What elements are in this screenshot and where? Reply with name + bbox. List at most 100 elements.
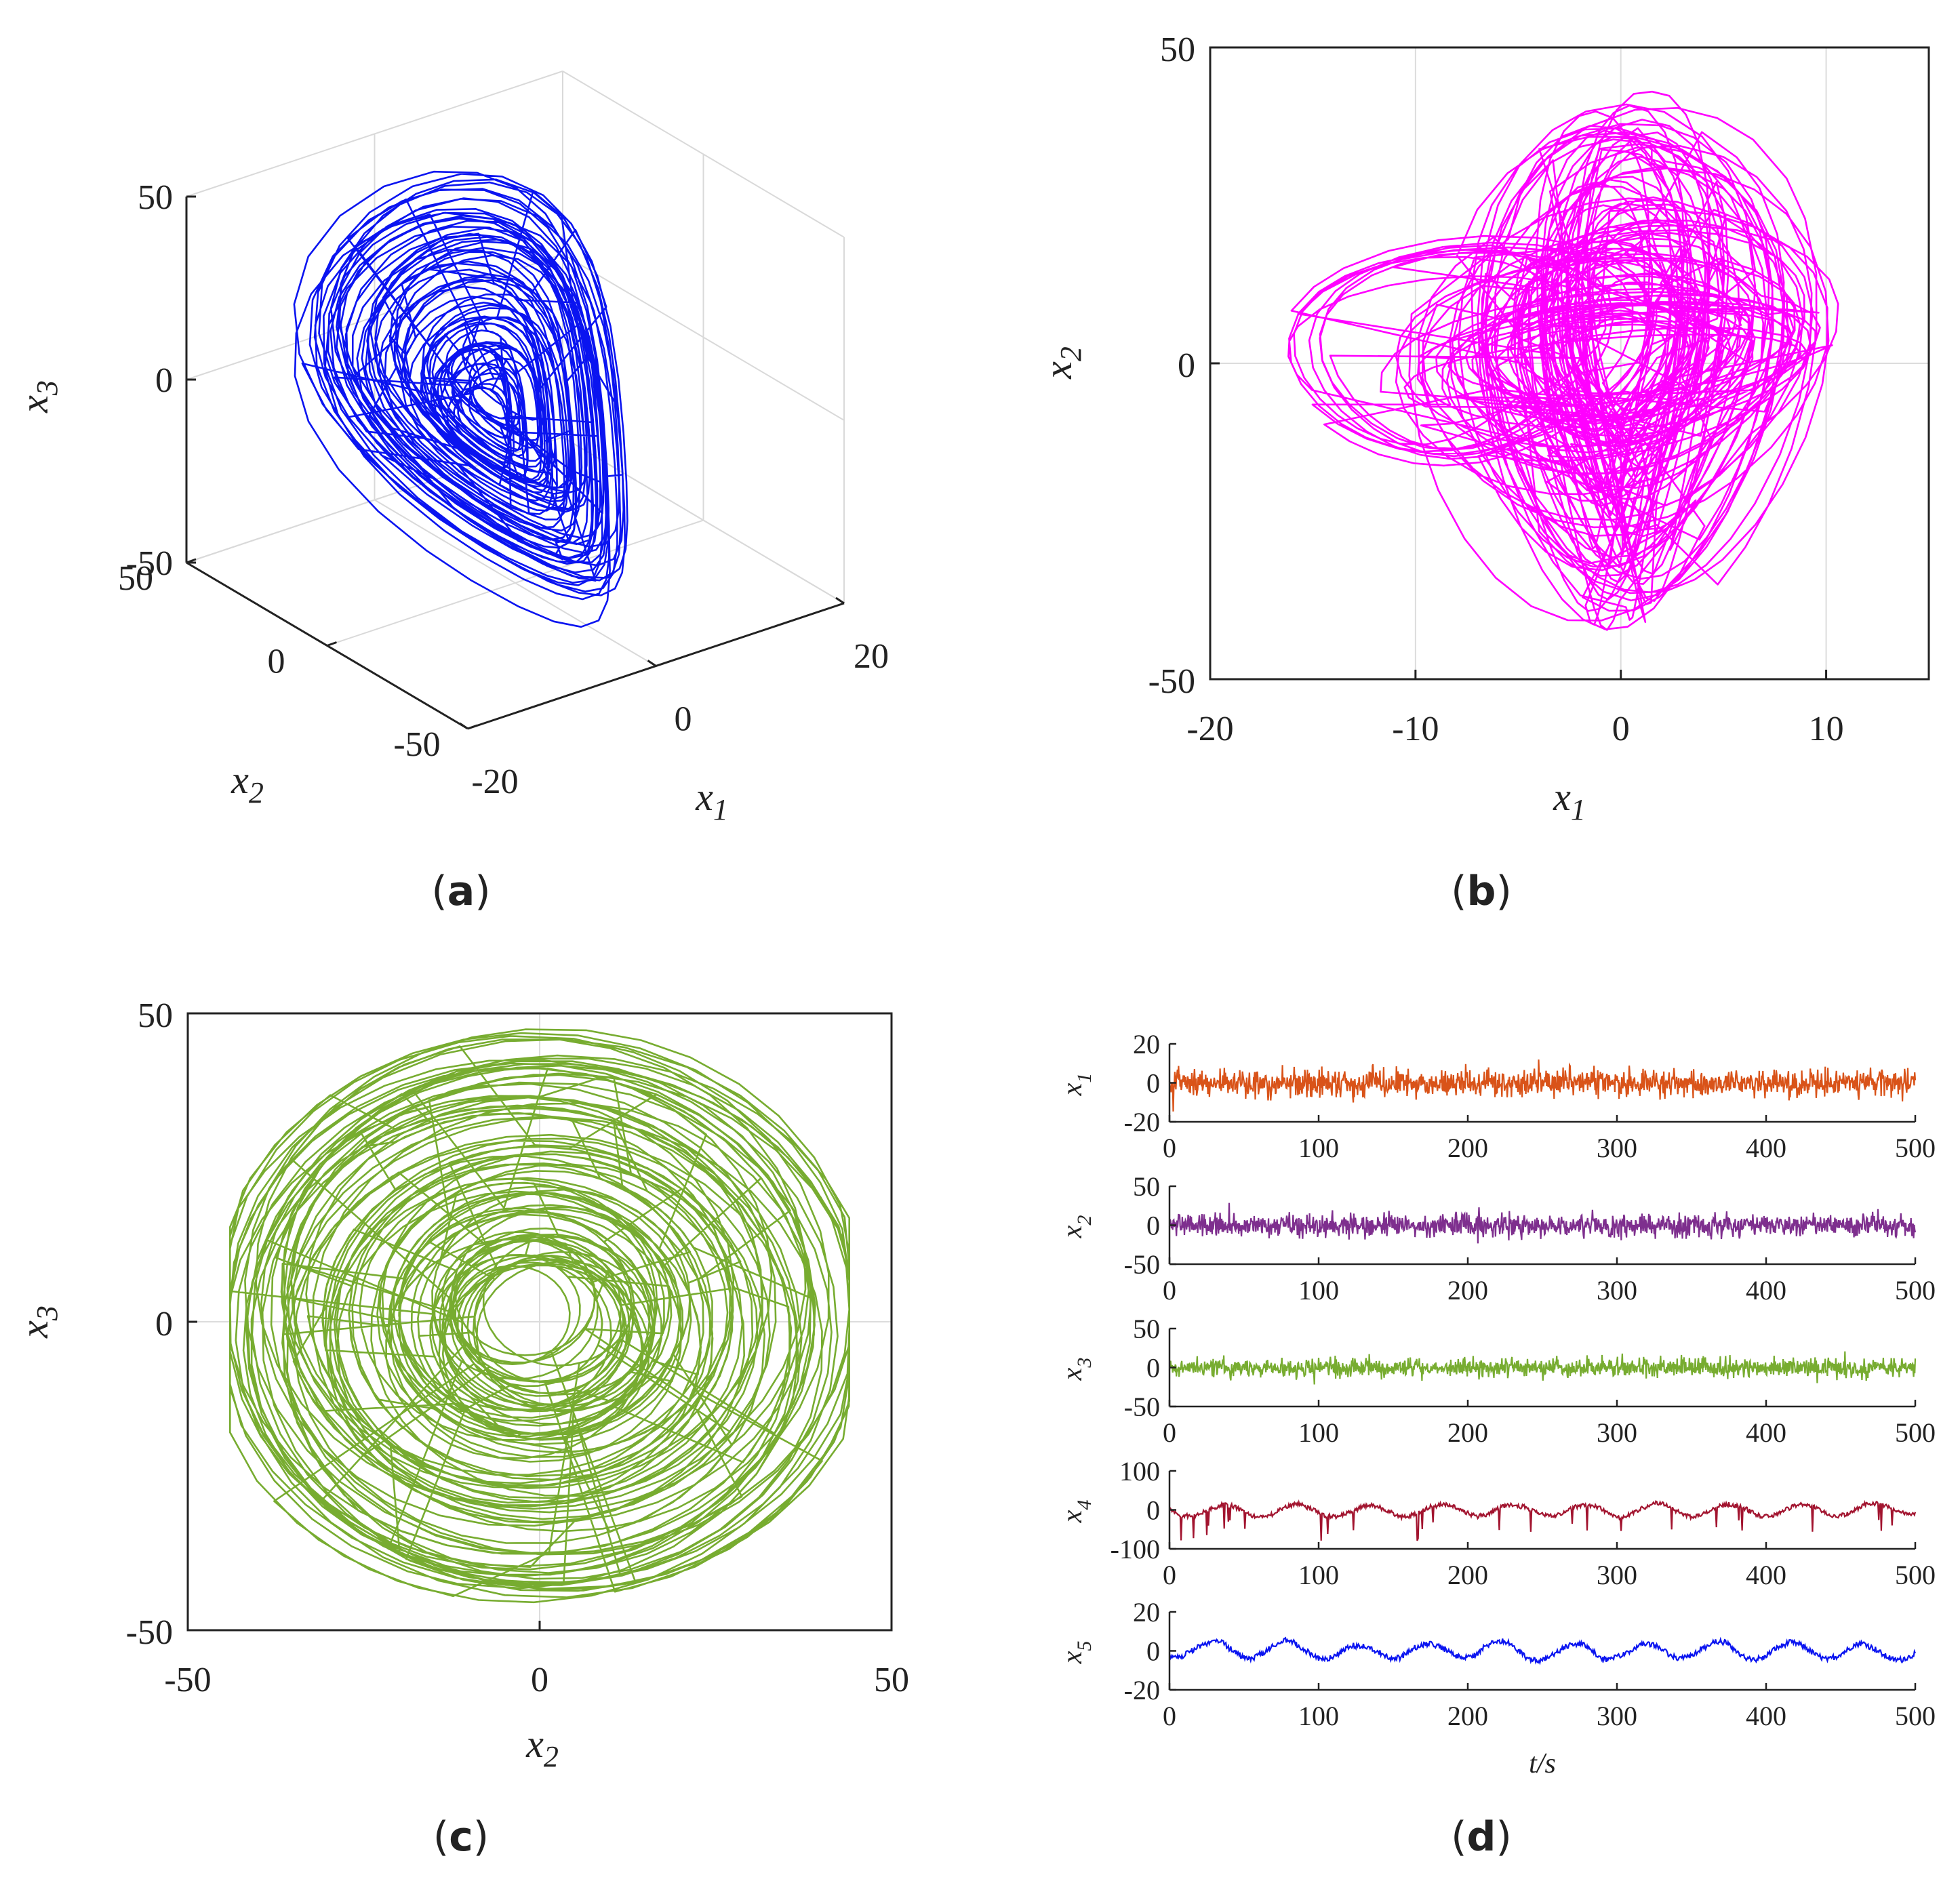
y-label-c-main: x <box>12 1320 56 1339</box>
x-tick-label-x4: 200 <box>1447 1560 1488 1590</box>
y-label-b-text: x2 <box>1036 346 1087 380</box>
y-tick-label-c: 50 <box>138 996 173 1035</box>
x-tick-label-x4: 0 <box>1163 1560 1176 1590</box>
x-tick-label-c: 50 <box>874 1661 909 1699</box>
x-tick-label-b: 10 <box>1809 710 1844 748</box>
y-label-x5-main: x <box>1057 1651 1088 1664</box>
x-tick-label-x2: 300 <box>1597 1275 1637 1306</box>
x-tick-label-x2: 200 <box>1447 1275 1488 1306</box>
y-tick-a <box>326 641 338 647</box>
y-label-x4: x4 <box>1057 1500 1096 1524</box>
y-label-x3-text: x3 <box>1057 1358 1096 1381</box>
y-tick-label-x1: 0 <box>1146 1068 1160 1099</box>
x-tick-label-x2: 500 <box>1895 1275 1936 1306</box>
x-tick-label-b: -10 <box>1392 710 1439 748</box>
signal-x1 <box>1168 1059 1917 1112</box>
y-label-x1-main: x <box>1057 1083 1088 1096</box>
y-tick-label-x3: 50 <box>1133 1314 1160 1344</box>
x-tick-label-x5: 100 <box>1298 1701 1339 1731</box>
signal-x2 <box>1168 1202 1917 1244</box>
z-label-a-sub: 3 <box>31 380 64 396</box>
y-label-x2-text: x2 <box>1057 1215 1096 1239</box>
x-tick-label-x3: 300 <box>1597 1417 1637 1448</box>
trajectory-b <box>1287 90 1839 631</box>
x-label-a: x1 <box>695 775 728 826</box>
grid-a <box>186 70 563 197</box>
y-label-b-sub: 2 <box>1054 346 1087 361</box>
x-tick-label-x2: 400 <box>1746 1275 1786 1306</box>
y-tick-label-x4: 0 <box>1146 1495 1160 1526</box>
x-tick-label-x2: 100 <box>1298 1275 1339 1306</box>
attractor-trajectory-a <box>293 170 628 628</box>
y-label-c-text: x3 <box>12 1306 64 1339</box>
x-label-c-text: x2 <box>525 1722 559 1773</box>
z-label-a: x3 <box>12 380 64 413</box>
x-tick-label-x4: 400 <box>1746 1560 1786 1590</box>
y-tick-label-x4: -100 <box>1111 1534 1160 1564</box>
y-tick-label-x3: 0 <box>1146 1353 1160 1383</box>
x-tick-label-a: -20 <box>471 763 518 801</box>
y-tick-label-c: 0 <box>155 1305 173 1343</box>
x-tick-label-x4: 300 <box>1597 1560 1637 1590</box>
panel-label-b: (b) <box>1451 868 1512 915</box>
y-label-a-sub: 2 <box>249 776 264 809</box>
y-tick-label-b: 0 <box>1178 346 1195 385</box>
y-label-x1-sub: 1 <box>1073 1073 1096 1083</box>
x-tick-label-x1: 0 <box>1163 1133 1176 1163</box>
y-label-x5: x5 <box>1057 1641 1096 1665</box>
x-tick-label-x1: 100 <box>1298 1133 1339 1163</box>
grid-a <box>562 70 845 238</box>
y-label-a: x2 <box>231 758 264 809</box>
y-tick-label-x2: 50 <box>1133 1171 1160 1202</box>
y-tick-a <box>467 724 478 730</box>
x-tick-label-x3: 500 <box>1895 1417 1936 1448</box>
y-tick-label-x1: -20 <box>1124 1107 1160 1137</box>
x-label-c-main: x <box>525 1722 544 1766</box>
panel-label-c: (c) <box>433 1813 489 1861</box>
y-tick-label-b: 50 <box>1160 31 1195 69</box>
z-tick-label-a: 50 <box>138 178 173 217</box>
y-tick-label-x3: -50 <box>1124 1392 1160 1422</box>
x-tick-label-x5: 500 <box>1895 1701 1936 1731</box>
y-tick-label-a: -50 <box>393 725 440 764</box>
y-label-x5-sub: 5 <box>1073 1641 1096 1651</box>
x-label-b-sub: 1 <box>1571 793 1586 826</box>
y-label-a-main: x <box>231 758 249 802</box>
y-label-x4-text: x4 <box>1057 1500 1096 1524</box>
grid-a <box>327 519 704 647</box>
grid-a <box>186 437 563 563</box>
y-tick-label-x5: -20 <box>1124 1675 1160 1705</box>
x-tick-label-x2: 0 <box>1163 1275 1176 1306</box>
x-tick-label-a: 20 <box>854 637 889 676</box>
y-tick-label-x2: 0 <box>1146 1211 1160 1241</box>
y-label-c: x3 <box>12 1306 64 1339</box>
y-tick-label-b: -50 <box>1148 662 1195 701</box>
x-label-a-main: x <box>695 775 713 819</box>
y-label-x2-main: x <box>1057 1225 1088 1238</box>
x-tick-label-x5: 200 <box>1447 1701 1488 1731</box>
x-label-a-sub: 1 <box>713 793 728 826</box>
y-label-x2-sub: 2 <box>1073 1215 1096 1226</box>
x-label-b-text: x1 <box>1553 775 1586 826</box>
x-tick-label-x5: 400 <box>1746 1701 1786 1731</box>
z-tick-label-a: -50 <box>126 544 173 583</box>
x-tick-a <box>835 596 845 605</box>
y-label-x4-main: x <box>1057 1510 1088 1523</box>
x-label-b-main: x <box>1553 775 1571 819</box>
x-tick-label-x1: 500 <box>1895 1133 1936 1163</box>
x-tick-a <box>459 722 468 730</box>
signal-x4 <box>1169 1499 1917 1541</box>
y-label-a-text: x2 <box>231 758 264 809</box>
x-tick-label-b: 0 <box>1612 710 1630 748</box>
x-tick-label-x4: 500 <box>1895 1560 1936 1590</box>
x-tick-label-x3: 100 <box>1298 1417 1339 1448</box>
x-tick-label-x5: 300 <box>1597 1701 1637 1731</box>
y-label-x1-text: x1 <box>1057 1073 1096 1097</box>
